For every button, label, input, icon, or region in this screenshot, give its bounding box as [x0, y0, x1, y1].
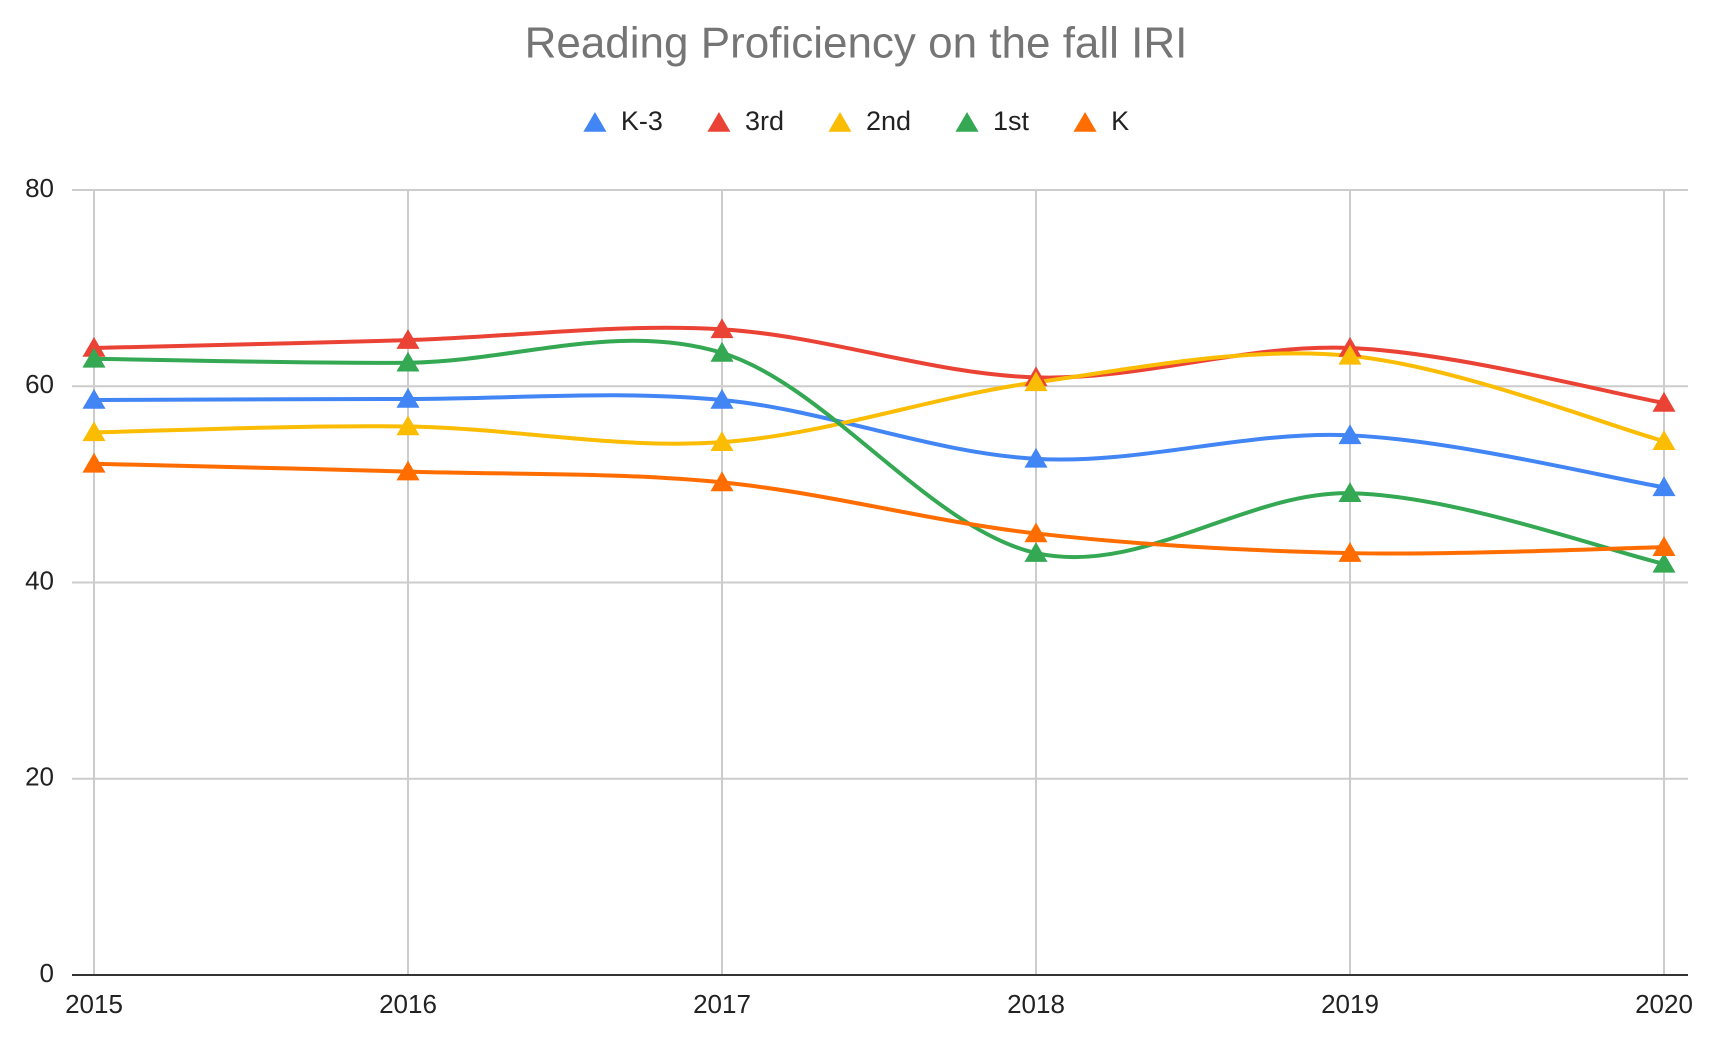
legend-item: 2nd	[828, 106, 911, 136]
y-tick-label: 0	[40, 958, 54, 988]
x-tick-label: 2015	[65, 989, 123, 1019]
data-marker	[710, 318, 734, 339]
x-tick-label: 2019	[1321, 989, 1379, 1019]
legend-item: K-3	[583, 106, 663, 136]
chart-title: Reading Proficiency on the fall IRI	[525, 19, 1188, 68]
data-marker	[82, 452, 106, 473]
series-line	[93, 325, 1665, 405]
data-marker	[1024, 447, 1048, 468]
data-marker	[1024, 522, 1048, 543]
data-marker	[1338, 344, 1362, 365]
y-tick-label: 80	[25, 173, 54, 203]
data-marker	[1652, 391, 1676, 412]
data-marker	[82, 336, 106, 357]
series-line	[93, 461, 1665, 556]
legend-marker	[707, 112, 731, 132]
legend: K-3 3rd 2nd 1st K	[583, 106, 1129, 136]
data-marker	[1024, 371, 1048, 392]
legend-item: K	[1073, 106, 1129, 136]
series-line	[93, 338, 1665, 566]
data-marker	[1652, 430, 1676, 450]
data-marker	[1652, 552, 1676, 573]
x-tick-label: 2020	[1635, 989, 1693, 1019]
data-marker	[396, 329, 420, 349]
legend-marker	[1073, 112, 1097, 132]
x-tick-label: 2017	[693, 989, 751, 1019]
series-line	[93, 393, 1665, 490]
x-tick-label: 2016	[379, 989, 437, 1019]
x-tick-label: 2018	[1007, 989, 1065, 1019]
data-marker	[82, 388, 106, 409]
data-marker	[396, 460, 420, 481]
data-marker	[710, 388, 734, 409]
legend-marker	[828, 112, 852, 132]
data-marker	[1652, 476, 1676, 497]
legend-item: 1st	[955, 106, 1030, 136]
data-marker	[82, 347, 106, 368]
y-tick-label: 20	[25, 762, 54, 792]
legend-label: 2nd	[866, 106, 911, 136]
legend-item: 3rd	[707, 106, 784, 136]
data-marker	[396, 388, 420, 408]
legend-marker	[583, 112, 607, 132]
data-marker	[710, 471, 734, 492]
y-tick-label: 60	[25, 369, 54, 399]
data-marker	[1338, 482, 1362, 503]
data-marker	[710, 431, 734, 451]
data-marker	[82, 421, 106, 442]
data-marker	[710, 341, 734, 362]
data-marker	[1652, 536, 1676, 556]
legend-label: K	[1111, 106, 1129, 136]
legend-marker	[955, 112, 979, 132]
data-marker	[396, 351, 420, 372]
legend-label: K-3	[621, 106, 663, 136]
data-marker	[1338, 542, 1362, 562]
series-line	[93, 351, 1665, 446]
legend-label: 1st	[993, 106, 1030, 136]
data-marker	[1024, 542, 1048, 562]
legend-label: 3rd	[745, 106, 784, 136]
y-tick-label: 40	[25, 565, 54, 595]
data-marker	[1338, 424, 1362, 445]
data-marker	[396, 415, 420, 436]
